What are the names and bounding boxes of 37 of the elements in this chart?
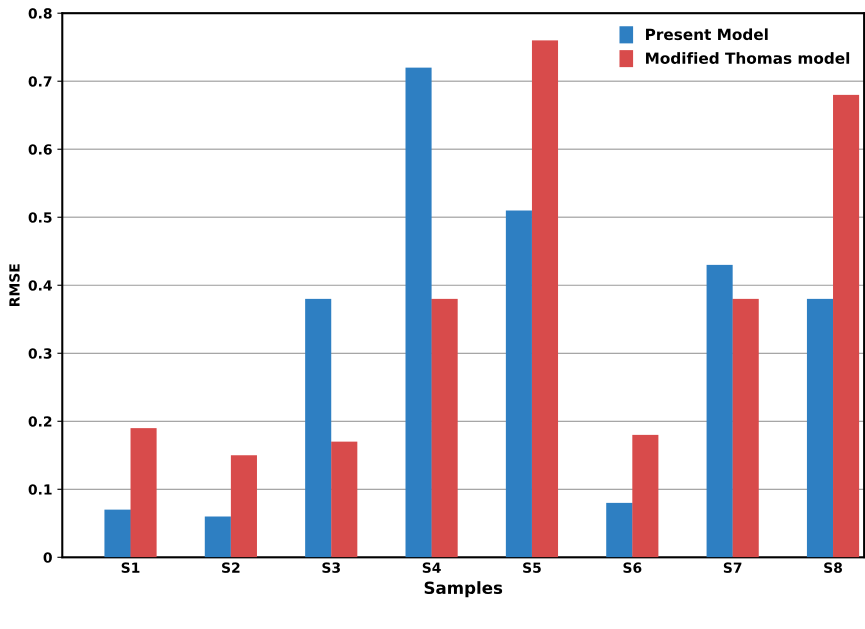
x-tick-label: S4 <box>422 562 441 573</box>
bar <box>406 68 432 558</box>
bar <box>104 510 131 558</box>
bar <box>632 434 658 558</box>
x-tick-label: S2 <box>222 562 240 573</box>
x-tick-label: S8 <box>824 562 842 573</box>
bar <box>331 442 358 558</box>
bar <box>432 298 458 558</box>
bar <box>806 298 834 558</box>
y-tick-label: 0.3 <box>28 348 52 359</box>
legend-label: Present Model <box>646 28 768 40</box>
x-axis-title: Samples <box>424 581 502 598</box>
y-tick-label: 0.4 <box>28 280 52 291</box>
x-tick-label: S1 <box>122 562 140 573</box>
x-tick-label: S6 <box>623 562 642 573</box>
bar <box>833 94 860 558</box>
bar <box>130 428 157 558</box>
y-tick-label: 0.7 <box>28 76 52 87</box>
y-tick-label: 0.5 <box>28 212 52 223</box>
legend-label: Modified Thomas model <box>646 52 850 64</box>
x-tick-label: S3 <box>322 562 340 573</box>
y-axis-title: RMSE <box>9 264 20 306</box>
y-tick-label: 0.1 <box>28 484 52 495</box>
bar <box>506 210 532 558</box>
bar <box>732 298 759 558</box>
y-tick-label: 0.8 <box>28 8 52 19</box>
x-tick-label: S7 <box>724 562 742 573</box>
bar <box>606 502 632 558</box>
bar <box>204 516 231 558</box>
bar <box>305 298 332 558</box>
x-tick-label: S5 <box>523 562 541 573</box>
y-tick-label: 0.2 <box>28 416 52 427</box>
bar <box>532 40 558 558</box>
bar <box>706 264 733 558</box>
bar <box>230 455 257 558</box>
y-tick-label: 0 <box>44 552 52 563</box>
y-tick-label: 0.6 <box>28 144 52 155</box>
